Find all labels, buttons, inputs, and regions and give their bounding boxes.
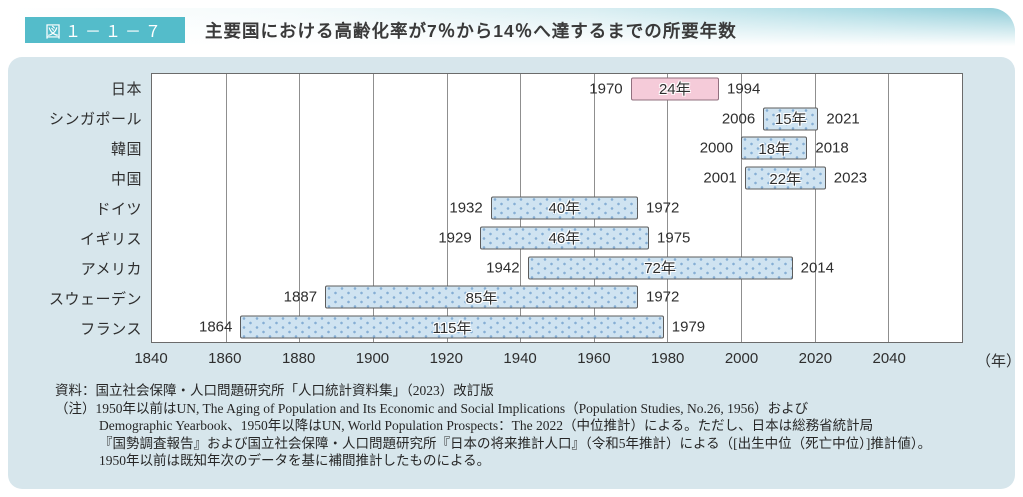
x-tick-label: 1860 <box>208 350 242 367</box>
bar-end-year: 1975 <box>657 229 691 247</box>
country-label: 中国 <box>110 170 142 188</box>
country-label: 韓国 <box>110 140 142 158</box>
range-bar: 40年 <box>490 196 638 220</box>
country-label: ドイツ <box>95 200 142 218</box>
chart-row: 2000 18年 2018 <box>152 134 962 164</box>
gridline <box>741 74 743 342</box>
bar-start-year: 1864 <box>199 318 233 336</box>
range-bar: 15年 <box>763 107 819 131</box>
range-bar-highlighted: 24年 <box>630 77 719 101</box>
range-bar: 72年 <box>527 256 793 280</box>
bar-duration-label: 115年 <box>432 319 472 337</box>
bar-duration-label: 15年 <box>774 111 807 129</box>
chart-row: 1929 46年 1975 <box>152 223 962 253</box>
footer-notes: 資料：国立社会保障・人口問題研究所「人口統計資料集」（2023）改訂版 （注）1… <box>55 382 997 470</box>
gridline <box>372 74 374 342</box>
chart-row: 2006 15年 2021 <box>152 104 962 134</box>
bar-end-year: 2023 <box>833 169 868 187</box>
x-tick-label: 1940 <box>503 350 537 367</box>
chart-row: 1942 72年 2014 <box>152 253 962 283</box>
bar-start-year: 2006 <box>721 110 756 128</box>
gridline <box>446 74 448 342</box>
x-tick-label: 1920 <box>429 350 463 367</box>
chart-row: 1970 24年 1994 <box>152 74 962 104</box>
note-block: （注）1950年以前はUN, The Aging of Population a… <box>55 400 997 470</box>
gridline <box>299 74 301 342</box>
bar-duration-label: 18年 <box>758 140 791 158</box>
note-line: 『国勢調査報告』および国立社会保障・人口問題研究所『日本の将来推計人口』（令和5… <box>99 435 932 451</box>
country-label: スウェーデン <box>48 290 142 308</box>
bar-end-year: 1979 <box>671 318 706 336</box>
bar-duration-label: 24年 <box>658 81 691 99</box>
note-line: 1950年以前は既知年次のデータを基に補間推計したものによる。 <box>99 453 491 468</box>
x-axis-unit: （年） <box>976 353 1022 370</box>
x-tick-label: 1840 <box>134 350 168 367</box>
range-bar: 85年 <box>325 285 638 309</box>
x-tick-label: 2020 <box>798 350 833 367</box>
bar-end-year: 2018 <box>815 139 849 157</box>
bar-start-year: 1887 <box>283 288 318 306</box>
gridline <box>667 74 669 342</box>
gridline <box>888 74 890 342</box>
x-tick-label: 1960 <box>577 350 611 367</box>
country-label: イギリス <box>79 230 142 248</box>
gridline <box>225 74 227 342</box>
chart-row: 1864 115年 1979 <box>152 312 962 342</box>
gridline <box>814 74 816 342</box>
country-label: シンガポール <box>48 110 142 128</box>
range-bar: 115年 <box>240 315 664 339</box>
bar-duration-label: 72年 <box>644 260 676 278</box>
bar-duration-label: 40年 <box>548 200 581 218</box>
bar-duration-label: 46年 <box>548 230 581 248</box>
bar-start-year: 1929 <box>438 229 472 247</box>
chart-row: 1887 85年 1972 <box>152 282 962 312</box>
bar-end-year: 2014 <box>800 259 834 277</box>
figure-label-box: 図１－１－７ <box>25 17 185 43</box>
bar-end-year: 1994 <box>727 80 761 98</box>
bar-start-year: 2000 <box>699 139 734 157</box>
bar-end-year: 1972 <box>646 288 680 306</box>
chart-row: 2001 22年 2023 <box>152 163 962 193</box>
x-tick-label: 1900 <box>355 350 390 367</box>
bar-end-year: 2021 <box>826 110 860 128</box>
range-bar: 46年 <box>479 226 650 250</box>
figure-label: 図１－１－７ <box>44 24 165 41</box>
bar-duration-label: 22年 <box>769 170 802 188</box>
bar-end-year: 1972 <box>646 199 680 217</box>
bar-start-year: 2001 <box>703 169 737 187</box>
source-text: 資料：国立社会保障・人口問題研究所「人口統計資料集」（2023）改訂版 <box>55 383 494 398</box>
country-label: 日本 <box>110 80 142 98</box>
chart-area: 1970 24年 1994 2006 15年 2021 2000 18年 2018 2001 22年… <box>49 73 1021 370</box>
bar-duration-label: 85年 <box>465 289 498 307</box>
bar-start-year: 1932 <box>449 199 483 217</box>
bar-start-year: 1942 <box>486 259 520 277</box>
x-tick-label: 2000 <box>724 350 759 367</box>
country-label: フランス <box>80 320 142 338</box>
x-axis: 1840 1860 1880 1900 1920 1940 1960 1980 2000 2020… <box>134 350 1021 372</box>
range-bar: 22年 <box>744 166 826 190</box>
note-line: （注）1950年以前はUN, The Aging of Population a… <box>55 400 809 416</box>
x-tick-label: 2040 <box>872 350 906 367</box>
range-bar: 18年 <box>741 136 808 160</box>
x-tick-label: 1880 <box>281 350 316 367</box>
plot-area: 1970 24年 1994 2006 15年 2021 2000 18年 2018 2001 22年… <box>151 73 963 343</box>
chart-panel: 1970 24年 1994 2006 15年 2021 2000 18年 2018 2001 22年… <box>8 57 1021 489</box>
note-line: Demographic Yearbook、1950年以降はUN, World P… <box>99 418 874 433</box>
chart-row: 1932 40年 1972 <box>152 193 962 223</box>
bar-start-year: 1970 <box>589 80 623 98</box>
x-tick-label: 1980 <box>651 350 685 367</box>
country-label: アメリカ <box>80 260 142 278</box>
page-title: 主要国における高齢化率が7％から14％へ達するまでの所要年数 <box>205 21 737 41</box>
country-labels: 日本シンガポール韓国中国ドイツイギリスアメリカスウェーデンフランス <box>7 73 142 343</box>
